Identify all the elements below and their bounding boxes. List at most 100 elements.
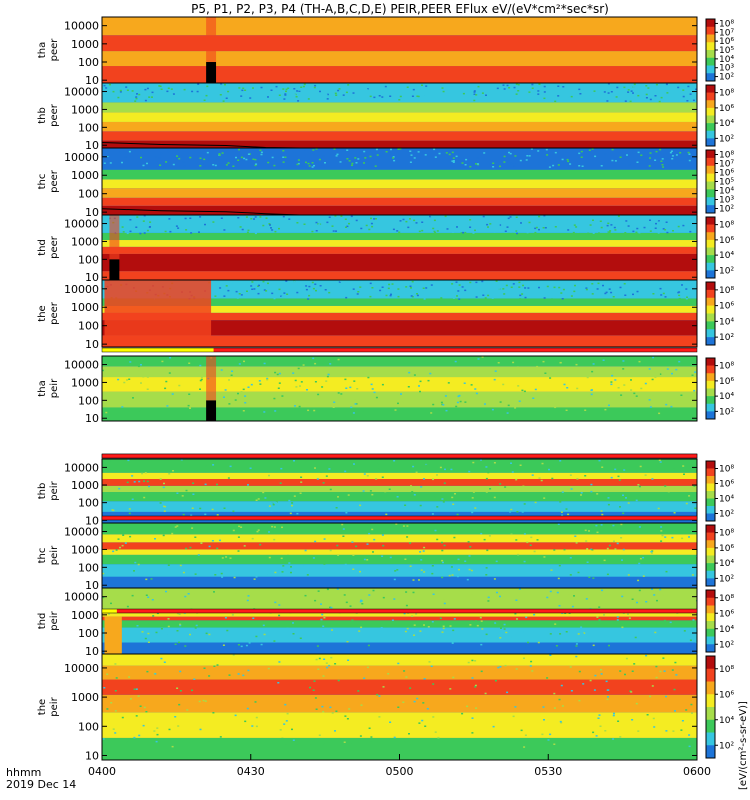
noise-speck: [165, 590, 167, 593]
noise-speck: [695, 88, 697, 90]
noise-speck: [498, 222, 501, 224]
noise-speck: [266, 377, 269, 380]
noise-speck: [549, 377, 552, 379]
noise-speck: [623, 373, 626, 375]
noise-speck: [588, 149, 591, 151]
noise-speck: [644, 474, 647, 476]
noise-speck: [479, 216, 481, 218]
y-tick-label: 100: [78, 121, 99, 134]
noise-speck: [683, 567, 686, 570]
noise-speck: [270, 89, 273, 91]
noise-speck: [271, 291, 274, 293]
noise-speck: [246, 231, 249, 234]
noise-speck: [220, 572, 223, 575]
noise-speck: [606, 547, 609, 550]
noise-speck: [453, 618, 456, 620]
noise-speck: [628, 469, 631, 471]
noise-speck: [337, 496, 339, 498]
noise-speck: [162, 486, 165, 489]
noise-speck: [632, 293, 634, 296]
y-tick-label: 1000: [71, 301, 99, 314]
noise-speck: [409, 566, 412, 569]
noise-speck: [627, 502, 630, 504]
noise-speck: [406, 536, 409, 538]
noise-speck: [315, 289, 317, 292]
noise-speck: [525, 159, 528, 161]
noise-speck: [299, 385, 301, 387]
noise-speck: [436, 506, 439, 508]
noise-speck: [337, 358, 340, 361]
noise-speck: [392, 573, 394, 576]
noise-speck: [298, 89, 301, 91]
noise-speck: [223, 295, 226, 297]
noise-speck: [156, 733, 159, 736]
x-tick-label: 0600: [683, 765, 711, 778]
noise-speck: [450, 163, 453, 166]
noise-speck: [162, 220, 165, 223]
colorbar-tick-label: 10⁴: [719, 55, 734, 65]
noise-speck: [488, 535, 491, 537]
noise-speck: [137, 695, 140, 697]
noise-speck: [558, 605, 561, 607]
colorbar-frame: [705, 655, 716, 759]
noise-speck: [577, 231, 579, 233]
noise-speck: [239, 148, 242, 150]
noise-speck: [141, 631, 144, 633]
noise-speck: [198, 155, 201, 158]
noise-speck: [345, 91, 348, 94]
y-tick-label: 10000: [64, 526, 99, 539]
colorbar-tick-label: 10⁵: [719, 178, 734, 188]
noise-speck: [304, 149, 307, 151]
noise-speck: [672, 97, 675, 99]
noise-speck: [405, 286, 408, 288]
noise-speck: [487, 471, 490, 474]
noise-speck: [228, 674, 231, 676]
noise-speck: [278, 382, 281, 384]
noise-speck: [452, 503, 455, 505]
noise-speck: [372, 551, 374, 553]
noise-speck: [569, 474, 572, 476]
noise-speck: [607, 696, 609, 698]
noise-speck: [557, 523, 560, 525]
y-tick-label: 100: [78, 497, 99, 510]
noise-speck: [303, 83, 306, 86]
noise-speck: [452, 231, 454, 233]
noise-speck: [636, 227, 639, 230]
noise-speck: [432, 478, 434, 481]
noise-speck: [179, 690, 182, 692]
noise-speck: [112, 728, 115, 730]
noise-speck: [185, 547, 188, 550]
noise-speck: [521, 511, 524, 513]
noise-speck: [515, 539, 518, 541]
noise-speck: [440, 297, 443, 299]
noise-speck: [102, 738, 105, 740]
noise-speck: [671, 372, 673, 375]
noise-speck: [593, 689, 596, 691]
noise-speck: [445, 226, 448, 229]
x-tick-label: 0430: [237, 765, 265, 778]
noise-speck: [629, 690, 632, 692]
noise-speck: [506, 84, 509, 87]
noise-speck: [379, 289, 382, 292]
noise-speck: [385, 294, 388, 297]
noise-speck: [303, 223, 306, 225]
noise-speck: [692, 99, 695, 102]
noise-speck: [282, 531, 285, 534]
noise-speck: [672, 230, 674, 232]
noise-speck: [368, 594, 371, 596]
noise-speck: [117, 378, 120, 381]
y-tick-label: 1000: [71, 609, 99, 622]
noise-speck: [364, 157, 367, 159]
noise-speck: [494, 680, 497, 682]
noise-speck: [264, 370, 266, 373]
noise-speck: [122, 534, 125, 536]
noise-speck: [464, 164, 467, 166]
noise-speck: [571, 605, 574, 608]
noise-speck: [553, 743, 556, 745]
colorbar-tick-label: 10⁴: [719, 559, 734, 569]
noise-speck: [664, 536, 667, 538]
noise-speck: [293, 153, 295, 155]
noise-speck: [359, 286, 362, 288]
noise-speck: [402, 525, 405, 527]
